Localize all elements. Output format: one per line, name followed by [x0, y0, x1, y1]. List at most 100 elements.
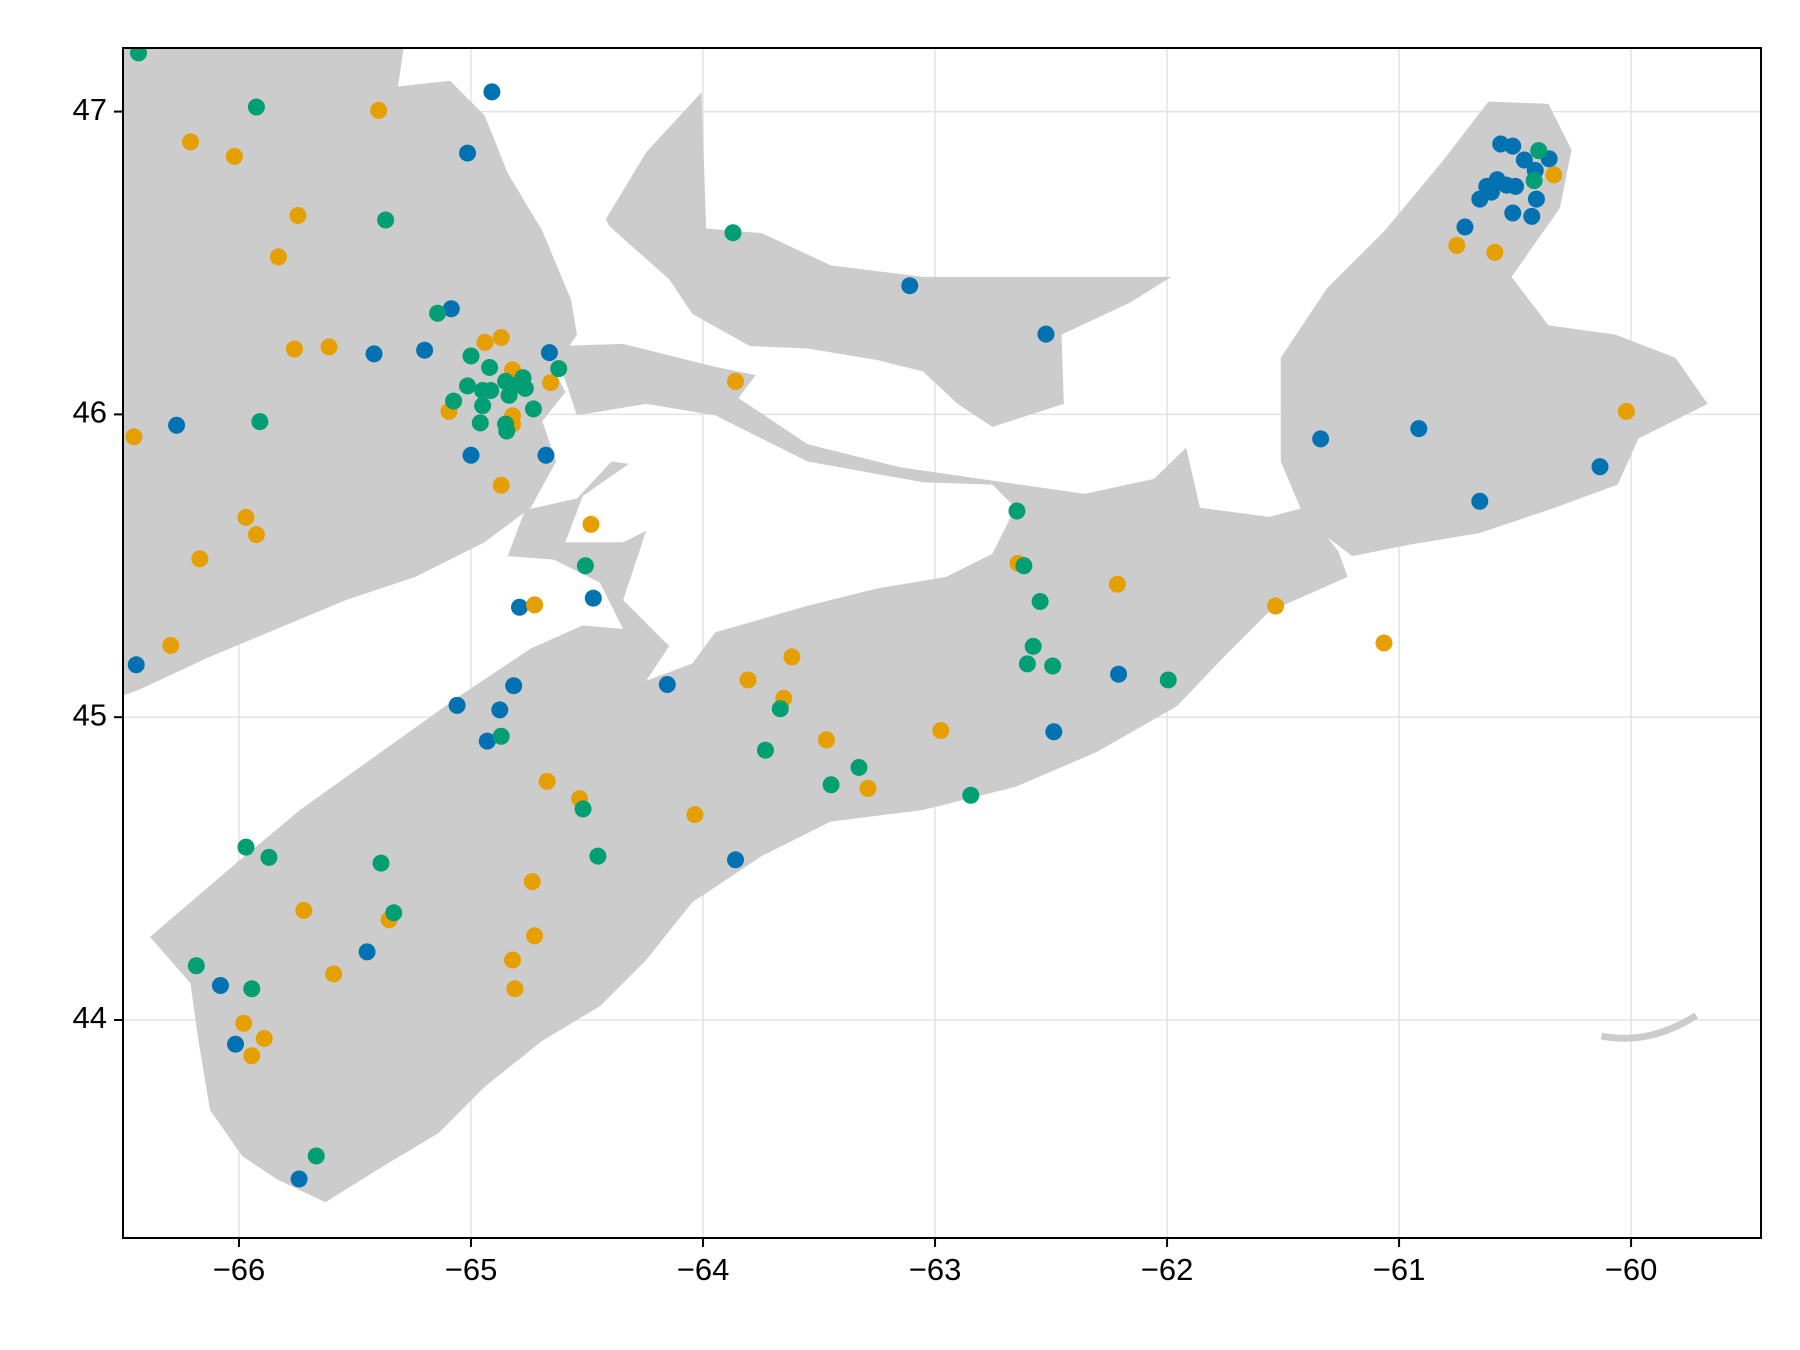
point: [492, 727, 510, 745]
point: [492, 476, 510, 494]
x-tick-label: −60: [1605, 1252, 1658, 1287]
point: [448, 696, 466, 714]
point: [589, 847, 607, 865]
point: [1018, 655, 1036, 673]
point: [1110, 665, 1128, 683]
point: [1375, 634, 1393, 652]
y-tick-label: 44: [73, 1000, 107, 1035]
y-tick-label: 46: [73, 395, 107, 430]
point: [442, 300, 460, 318]
point: [576, 557, 594, 575]
point: [125, 428, 143, 446]
point: [506, 980, 524, 998]
point: [191, 550, 209, 568]
point: [1159, 671, 1177, 689]
point: [365, 345, 383, 363]
point: [481, 358, 499, 376]
point: [1108, 575, 1126, 593]
point: [289, 206, 307, 224]
point: [491, 701, 509, 719]
point: [483, 83, 501, 101]
point: [307, 1147, 325, 1165]
point: [476, 333, 494, 351]
land: [150, 343, 1348, 1203]
land: [123, 48, 577, 696]
point: [1456, 218, 1474, 236]
point: [1312, 430, 1330, 448]
point: [550, 360, 568, 378]
point: [1527, 190, 1545, 208]
point: [582, 515, 600, 533]
point: [462, 347, 480, 365]
point: [459, 377, 477, 395]
point: [445, 392, 463, 410]
point: [187, 957, 205, 975]
point: [247, 98, 265, 116]
point: [727, 372, 745, 390]
point: [1515, 151, 1533, 169]
point: [225, 147, 243, 165]
point: [237, 838, 255, 856]
point: [526, 596, 544, 614]
y-tick-label: 47: [73, 92, 107, 127]
point: [478, 732, 496, 750]
point: [1024, 637, 1042, 655]
point: [162, 636, 180, 654]
point: [474, 397, 492, 415]
point: [260, 848, 278, 866]
point: [1504, 137, 1522, 155]
x-tick-label: −61: [1373, 1252, 1426, 1287]
point: [377, 211, 395, 229]
x-tick-label: −64: [677, 1252, 730, 1287]
point: [471, 414, 489, 432]
point: [235, 1014, 253, 1032]
point: [504, 951, 522, 969]
point: [1045, 723, 1063, 741]
land-layer: [123, 48, 1708, 1203]
point: [127, 656, 145, 674]
point: [537, 446, 555, 464]
point: [658, 675, 676, 693]
point: [243, 980, 261, 998]
point: [237, 508, 255, 526]
point: [526, 927, 544, 945]
point: [1525, 172, 1543, 190]
point: [247, 526, 265, 544]
x-tick-label: −65: [445, 1252, 498, 1287]
point: [756, 741, 774, 759]
point: [1448, 236, 1466, 254]
point: [727, 851, 745, 869]
point: [227, 1035, 245, 1053]
island: [1600, 1012, 1699, 1042]
point: [290, 1170, 308, 1188]
point: [168, 416, 186, 434]
point: [358, 943, 376, 961]
point: [320, 338, 338, 356]
point: [542, 374, 560, 392]
point: [1267, 597, 1285, 615]
x-tick-label: −66: [213, 1252, 266, 1287]
point: [538, 772, 556, 790]
point: [498, 422, 516, 440]
point: [516, 379, 534, 397]
point: [822, 776, 840, 794]
point: [211, 976, 229, 994]
point: [1523, 207, 1541, 225]
point: [783, 648, 801, 666]
point: [492, 328, 510, 346]
point: [1486, 243, 1504, 261]
point: [130, 48, 148, 62]
point: [1591, 458, 1609, 476]
point: [295, 901, 313, 919]
point: [1008, 502, 1026, 520]
point: [269, 248, 287, 266]
point: [243, 1047, 261, 1065]
point: [1031, 593, 1049, 611]
point: [932, 722, 950, 740]
point: [1471, 190, 1489, 208]
point: [500, 386, 518, 404]
point: [739, 671, 757, 689]
point: [429, 304, 447, 322]
point: [1410, 420, 1428, 438]
